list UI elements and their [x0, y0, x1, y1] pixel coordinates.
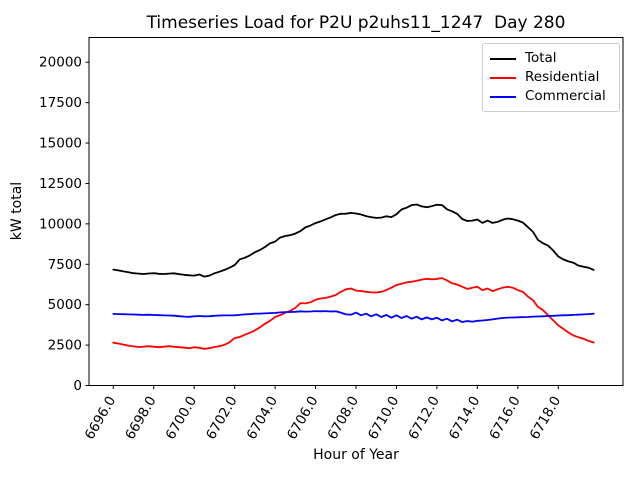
x-axis-label: Hour of Year — [313, 447, 399, 463]
series-line-commercial — [112, 310, 595, 323]
chart-title: Timeseries Load for P2U p2uhs11_1247 Day… — [146, 13, 566, 33]
y-tick-label: 10000 — [39, 216, 82, 232]
legend-line-residential-swatch — [490, 76, 516, 79]
y-tick-label: 2500 — [48, 338, 82, 354]
y-tick-label: 0 — [73, 378, 82, 394]
x-tick-label: 6718.0 — [527, 394, 564, 443]
legend-label-residential: Residential — [525, 69, 600, 85]
series-line-total — [112, 203, 595, 278]
y-axis-label: kW total — [9, 181, 25, 241]
legend: Total Residential Commercial — [482, 43, 620, 112]
y-tick-label: 5000 — [48, 297, 82, 313]
x-tick-label: 6714.0 — [446, 394, 483, 443]
x-tick-label: 6704.0 — [244, 394, 281, 443]
x-tick-label: 6706.0 — [284, 394, 321, 443]
y-tick-label: 20000 — [39, 55, 82, 71]
legend-line-total-swatch — [490, 57, 516, 60]
legend-label-commercial: Commercial — [525, 88, 606, 104]
x-tick-label: 6702.0 — [203, 394, 240, 443]
legend-label-total: Total — [525, 50, 557, 66]
y-tick-label: 17500 — [39, 95, 82, 111]
x-tick-label: 6712.0 — [405, 394, 442, 443]
y-tick-label: 15000 — [39, 136, 82, 152]
series-line-residential — [112, 277, 595, 350]
x-tick-label: 6700.0 — [163, 394, 200, 443]
legend-entry-residential: Residential — [490, 68, 612, 87]
legend-entry-commercial: Commercial — [490, 87, 612, 106]
legend-entry-total: Total — [490, 49, 612, 68]
x-tick-label: 6698.0 — [122, 394, 159, 443]
x-tick-label: 6710.0 — [365, 394, 402, 443]
x-tick-label: 6716.0 — [486, 394, 523, 443]
y-tick-label: 12500 — [39, 176, 82, 192]
y-tick-label: 7500 — [48, 257, 82, 273]
legend-line-commercial-swatch — [490, 95, 516, 98]
x-tick-label: 6696.0 — [82, 394, 119, 443]
x-tick-label: 6708.0 — [324, 394, 361, 443]
